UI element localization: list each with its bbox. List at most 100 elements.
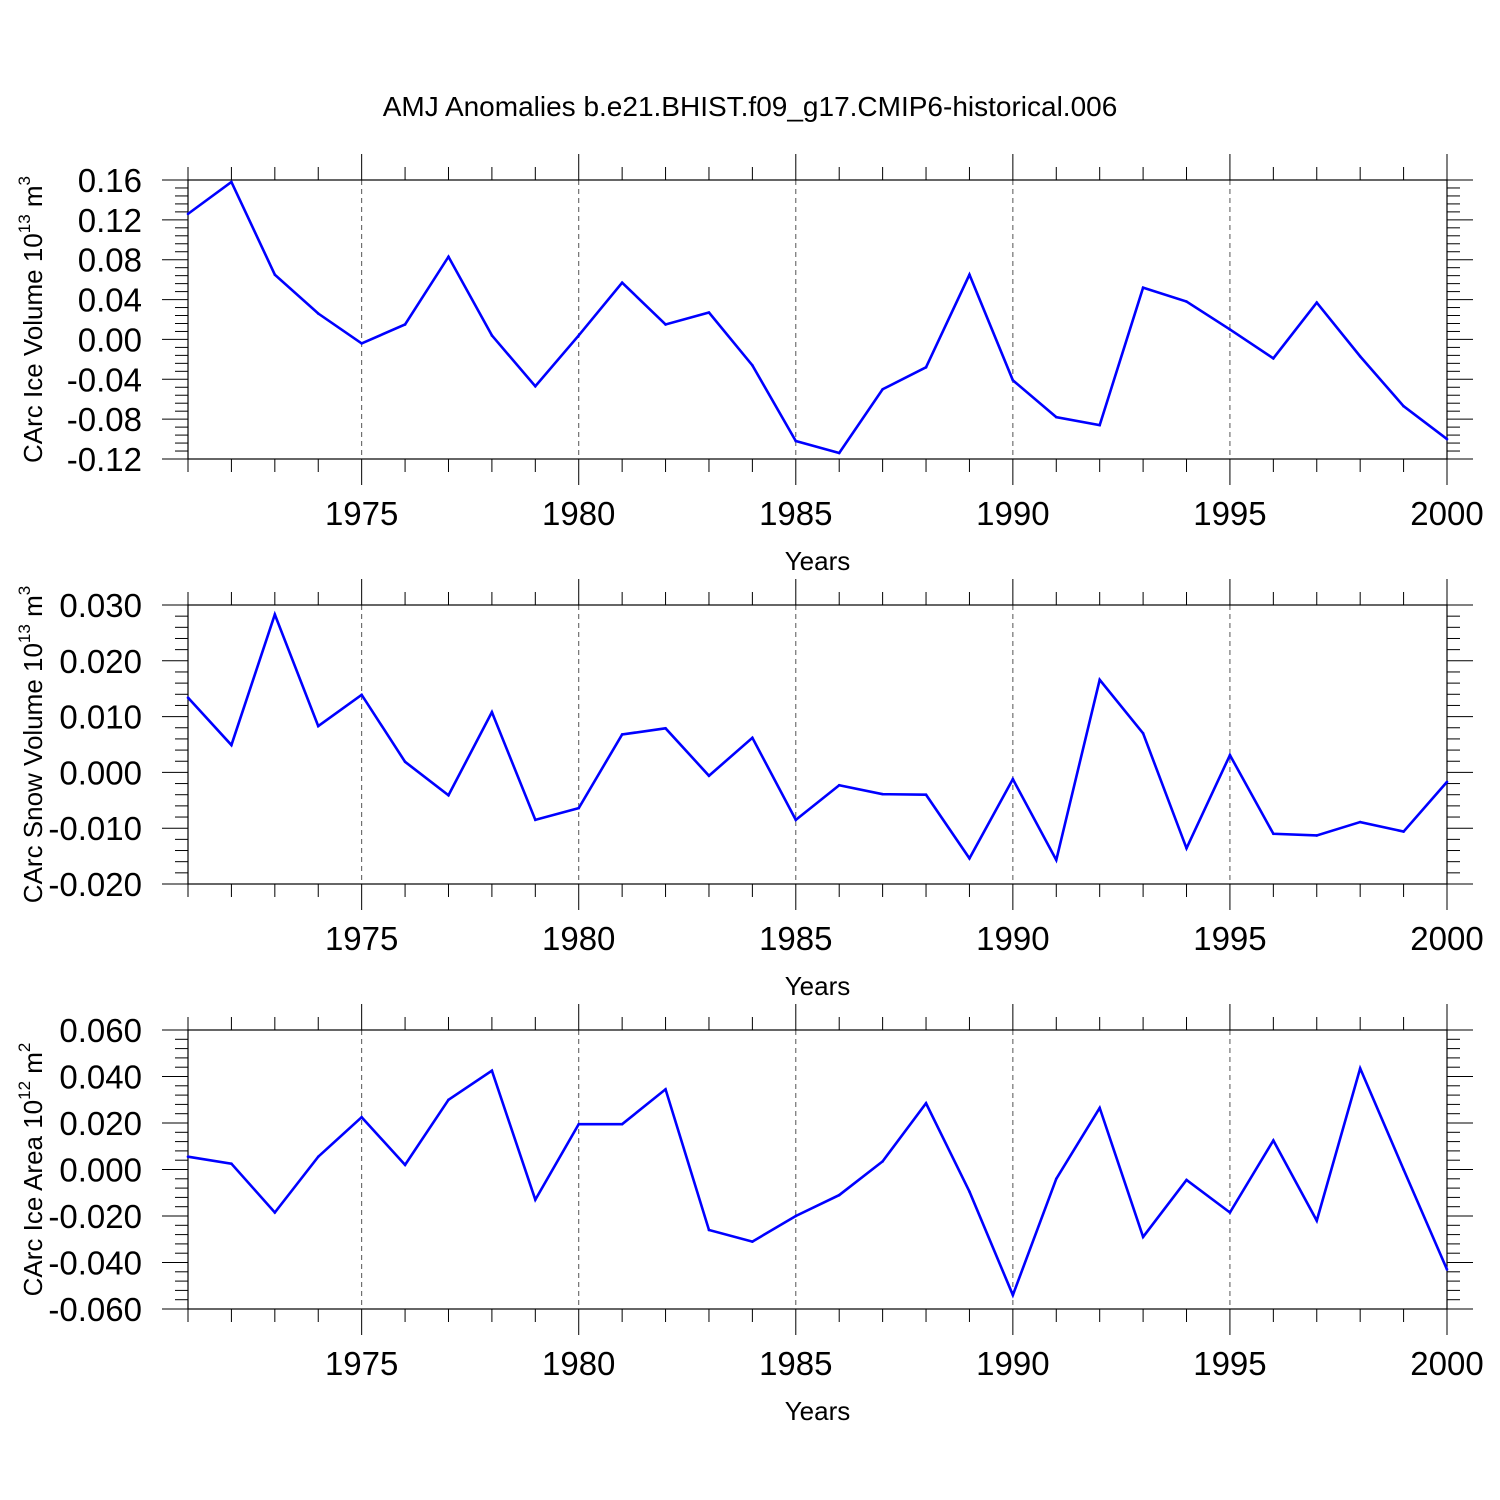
data-point: [1098, 1106, 1101, 1110]
data-point: [707, 1228, 711, 1232]
y-tick-label: 0.16: [78, 162, 142, 199]
chart-panel-1: 0.160.120.080.040.00-0.04-0.08-0.12 1975 1…: [15, 154, 1484, 576]
y-tick-label: 0.030: [59, 587, 142, 624]
y-tick-label: -0.04: [67, 361, 142, 398]
y-axis-label: CArc Ice Volume 1013 m3: [15, 176, 48, 463]
data-point: [1054, 1177, 1058, 1181]
chart-title: AMJ Anomalies b.e21.BHIST.f09_g17.CMIP6-…: [383, 91, 1118, 122]
y-axis-label: CArc Snow Volume 1013 m3: [15, 586, 48, 903]
x-tick-label: 1985: [759, 1345, 832, 1382]
y-tick-label: 0.060: [59, 1012, 142, 1049]
data-point: [664, 727, 667, 730]
x-tick-label: 1980: [542, 495, 615, 532]
data-point: [664, 1087, 667, 1091]
y-axis-label-exponent: 3: [15, 586, 34, 595]
data-point: [881, 387, 884, 391]
y-tick-label: -0.020: [48, 1198, 142, 1235]
data-point: [620, 1122, 624, 1126]
y-tick-label: 0.00: [78, 321, 142, 358]
x-tick-label: 1995: [1193, 920, 1266, 957]
chart-panel-3: 0.060 0.040 0.020 0.000 -0.020 -0.040 -0.060 19…: [15, 1004, 1484, 1426]
data-point: [968, 857, 971, 860]
data-point: [794, 439, 798, 443]
data-point: [316, 312, 320, 315]
x-tick-label: 1985: [759, 495, 832, 532]
data-point: [360, 693, 363, 697]
x-tick-label: 2000: [1410, 1345, 1483, 1382]
plot-frame: [187, 1029, 1448, 1310]
y-axis-label-text: CArc Snow Volume 10: [18, 643, 48, 903]
data-point: [1011, 1293, 1015, 1297]
y-tick-label: -0.060: [48, 1291, 142, 1328]
y-tick-label: 0.000: [59, 754, 142, 791]
data-point: [881, 1160, 884, 1163]
y-tick-label: 0.010: [59, 699, 142, 736]
data-point: [1315, 1219, 1319, 1222]
data-point: [751, 1240, 754, 1243]
data-point: [230, 1162, 233, 1165]
data-point: [968, 1190, 971, 1193]
y-tick-label: 0.000: [59, 1152, 142, 1189]
x-axis-label: Years: [785, 546, 851, 576]
y-tick-label: 0.08: [78, 242, 142, 279]
y-tick-label: 0.12: [78, 202, 142, 239]
data-point: [707, 311, 711, 314]
y-axis-label-exponent: 12: [15, 1081, 34, 1100]
data-point: [360, 342, 363, 345]
data-point: [447, 255, 450, 259]
y-tick-label: -0.020: [48, 866, 142, 903]
data-point: [534, 1198, 537, 1202]
x-tick-label: 2000: [1410, 920, 1483, 957]
x-axis-label: Years: [785, 971, 851, 1001]
data-point: [794, 1214, 798, 1218]
data-point: [1011, 777, 1015, 781]
data-point: [794, 818, 798, 822]
data-point: [577, 1122, 581, 1126]
chart-panel-2: 0.030 0.020 0.010 0.000 -0.010 -0.020 1975 1980…: [15, 579, 1484, 1001]
data-point: [620, 281, 624, 284]
x-tick-label: 1980: [542, 920, 615, 957]
data-point: [1402, 830, 1405, 833]
y-axis-label-exponent: 13: [15, 214, 34, 233]
x-tick-label: 1975: [325, 495, 398, 532]
data-point: [1358, 820, 1362, 824]
y-tick-label: -0.08: [67, 401, 142, 438]
data-point: [534, 818, 537, 822]
data-point: [1315, 834, 1319, 837]
y-tick-label: -0.12: [67, 441, 142, 478]
chart-panels: 0.160.120.080.040.00-0.04-0.08-0.12 1975 1…: [15, 154, 1484, 1426]
data-point: [1358, 1067, 1362, 1070]
y-axis-label-exponent: 13: [15, 624, 34, 643]
y-tick-label: 0.04: [78, 282, 142, 319]
data-point: [577, 806, 581, 810]
data-point: [447, 793, 450, 797]
y-axis-label-text: CArc Ice Volume 10: [18, 233, 48, 463]
data-point: [403, 760, 407, 764]
data-point: [273, 1211, 277, 1214]
data-point: [447, 1098, 450, 1102]
data-point: [490, 710, 494, 714]
data-point: [534, 384, 537, 388]
data-point: [1402, 1168, 1405, 1171]
data-point: [403, 323, 407, 326]
data-point: [273, 273, 277, 276]
y-tick-label: -0.040: [48, 1245, 142, 1282]
data-point: [230, 743, 233, 747]
data-point: [924, 366, 928, 369]
series-line: [187, 1064, 1449, 1299]
data-point: [1054, 858, 1058, 862]
data-point: [1272, 832, 1275, 836]
y-axis-label-text: CArc Ice Area 10: [18, 1100, 48, 1297]
x-tick-label: 1995: [1193, 1345, 1266, 1382]
x-axis-label: Years: [785, 1396, 851, 1426]
data-point: [837, 451, 841, 455]
data-point: [316, 724, 320, 728]
data-point: [1054, 415, 1058, 419]
plot-frame: [187, 179, 1448, 460]
y-axis-label-text: m: [18, 595, 48, 624]
data-point: [360, 1115, 363, 1119]
x-tick-label: 2000: [1410, 495, 1483, 532]
y-axis-label: CArc Ice Area 1012 m2: [15, 1043, 48, 1297]
data-point: [924, 793, 928, 797]
